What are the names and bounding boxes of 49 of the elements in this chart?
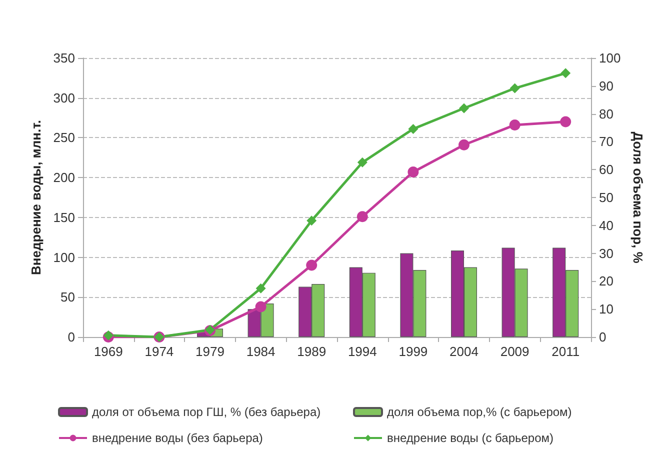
y-tick-label: 350 bbox=[53, 50, 75, 66]
y2-tick-label: 30 bbox=[599, 246, 614, 261]
x-tick-label: 1989 bbox=[297, 344, 326, 359]
y2-tick-label: 10 bbox=[599, 302, 614, 317]
y-tick-label: 50 bbox=[60, 290, 75, 305]
y2-tick-label: 0 bbox=[599, 330, 606, 344]
x-tick-label: 2004 bbox=[450, 344, 478, 359]
legend-label: доля объема пор,% (с барьером) bbox=[387, 405, 572, 419]
y-axis-title: Внедрение воды, млн.т. bbox=[28, 120, 44, 275]
point bbox=[408, 124, 418, 134]
y2-tick-label: 100 bbox=[599, 50, 621, 66]
x-tick-label: 1994 bbox=[348, 344, 377, 359]
point bbox=[255, 301, 266, 312]
y-tick-label: 100 bbox=[53, 250, 75, 265]
point bbox=[560, 116, 572, 128]
y-tick-label: 200 bbox=[53, 170, 75, 186]
x-tick-label: 1979 bbox=[196, 344, 224, 359]
x-tick-label: 2011 bbox=[552, 344, 580, 359]
point bbox=[459, 103, 469, 114]
point bbox=[509, 119, 520, 130]
point bbox=[560, 68, 571, 78]
y2-tick-label: 50 bbox=[599, 190, 614, 205]
point bbox=[510, 83, 520, 94]
point bbox=[356, 211, 368, 222]
point bbox=[357, 157, 368, 168]
y2-tick-label: 40 bbox=[599, 218, 614, 233]
y-tick-label: 150 bbox=[53, 210, 75, 225]
point bbox=[306, 260, 318, 271]
point bbox=[306, 216, 317, 226]
point bbox=[458, 139, 470, 150]
legend-label: доля от объема пор ГШ, % (без барьера) bbox=[92, 405, 321, 419]
y2-tick-label: 80 bbox=[599, 106, 614, 122]
y-tick-label: 0 bbox=[68, 330, 75, 344]
x-tick-label: 2009 bbox=[500, 344, 530, 359]
x-tick-label: 1969 bbox=[94, 344, 123, 359]
point bbox=[256, 283, 266, 294]
y2-tick-label: 70 bbox=[599, 134, 614, 150]
legend-label: внедрение воды (с барьером) bbox=[387, 431, 554, 445]
legend-label: внедрение воды (без барьера) bbox=[92, 431, 263, 445]
y2-axis-title: Доля объема пор, % bbox=[630, 132, 646, 264]
y2-tick-label: 60 bbox=[599, 162, 614, 178]
y-tick-label: 250 bbox=[53, 130, 75, 146]
x-tick-label: 1999 bbox=[398, 344, 428, 359]
point bbox=[408, 166, 419, 178]
y2-tick-label: 90 bbox=[599, 78, 614, 94]
x-tick-label: 1984 bbox=[246, 344, 276, 359]
y-tick-label: 300 bbox=[53, 90, 75, 106]
y2-tick-label: 20 bbox=[599, 274, 614, 289]
x-tick-label: 1974 bbox=[144, 344, 174, 359]
